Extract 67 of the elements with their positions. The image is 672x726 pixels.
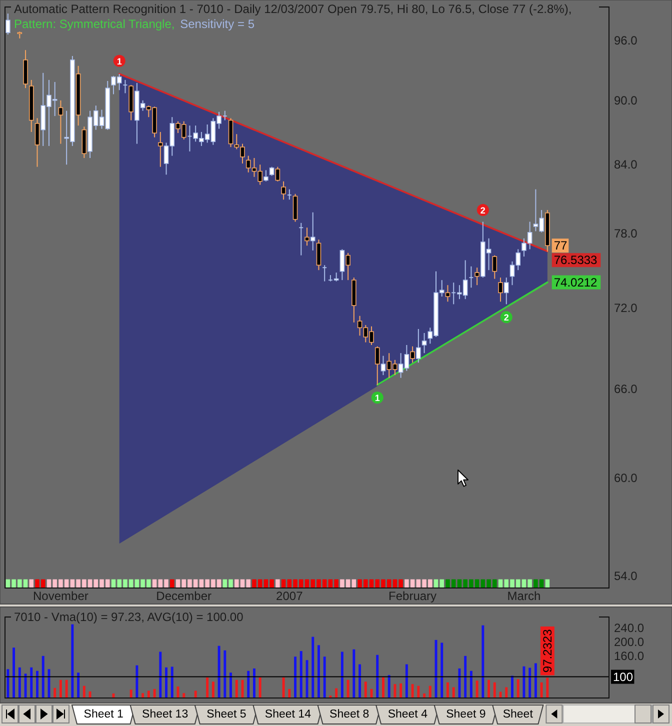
candlestick	[322, 264, 327, 282]
y-tick-label: 84.0	[614, 158, 638, 172]
y-tick-label: 240.0	[614, 621, 644, 636]
y-tick-label: 78.0	[614, 226, 638, 241]
text: Sheet 1	[84, 708, 124, 720]
series-label: 1	[374, 393, 380, 404]
candlestick	[422, 332, 427, 354]
y-tick-label: 200.0	[614, 635, 644, 650]
x-tick-label: November	[33, 589, 88, 603]
candlestick	[410, 346, 415, 364]
candlestick	[6, 13, 10, 36]
candlestick	[275, 166, 280, 182]
text: Sheet 13	[142, 708, 188, 720]
x-tick-label: December	[156, 589, 212, 603]
series-label: 1	[116, 56, 122, 66]
y-tick-label: 72.0	[614, 301, 638, 316]
candlestick	[304, 227, 310, 246]
y-tick-label: 160.0	[614, 648, 644, 663]
text: Sheet 14	[264, 708, 312, 720]
candlestick	[498, 277, 503, 302]
text: Sheet 8	[330, 708, 370, 720]
data-label: 76.5333	[554, 253, 598, 268]
candlestick	[310, 212, 316, 251]
x-tick-label: 2007	[276, 589, 304, 603]
candlestick	[474, 267, 480, 286]
candlestick	[58, 100, 64, 144]
x-tick-label: February	[388, 589, 437, 603]
y-tick-label: 60.0	[614, 470, 638, 485]
candlestick	[34, 118, 40, 168]
data-label: 97.2323	[540, 628, 554, 673]
candlestick	[504, 277, 509, 305]
series-label: 2	[480, 206, 486, 216]
text: Sheet 4	[388, 708, 428, 720]
candlestick	[292, 193, 298, 222]
candlestick	[158, 131, 163, 168]
series-label: 2	[504, 312, 509, 323]
chart-title: Automatic Pattern Recognition 1 - 7010 - Daily 12/03/2007 Open 79.75, Hi 80, Lo 76.5, Close 77 (-2.8%),	[14, 2, 572, 16]
text: Sheet 9	[446, 708, 486, 720]
text: 77	[554, 238, 568, 253]
candlestick	[281, 180, 286, 200]
candlestick	[492, 254, 498, 280]
candlestick	[445, 284, 450, 302]
candlestick	[82, 126, 87, 158]
candlestick	[264, 170, 268, 182]
candlestick	[469, 266, 474, 288]
chart-title: 7010 - Vma(10) = 97.23, AVG(10) = 100.00	[14, 610, 244, 624]
annotation: Sensitivity = 5	[180, 17, 255, 31]
annotation: Pattern: Symmetrical Triangle,	[14, 17, 175, 31]
candlestick	[346, 252, 350, 281]
candlestick	[380, 355, 386, 376]
candlestick	[287, 188, 292, 200]
y-tick-label: 54.0	[614, 568, 638, 583]
y-tick-label: 90.0	[614, 93, 638, 108]
y-tick-label: 96.0	[614, 33, 638, 48]
x-tick-label: March	[507, 589, 541, 603]
candlestick	[316, 239, 322, 271]
candlestick	[228, 118, 234, 148]
candlestick	[374, 346, 380, 386]
text: Sheet	[502, 708, 534, 720]
candlestick	[416, 328, 421, 364]
candlestick	[340, 248, 345, 281]
candlestick	[123, 79, 128, 94]
y-tick-label: 66.0	[614, 382, 638, 396]
data-label: 74.0212	[554, 275, 598, 290]
candlestick	[299, 222, 304, 256]
text: Sheet 5	[206, 708, 246, 720]
ref-line-label: 100	[613, 670, 634, 684]
